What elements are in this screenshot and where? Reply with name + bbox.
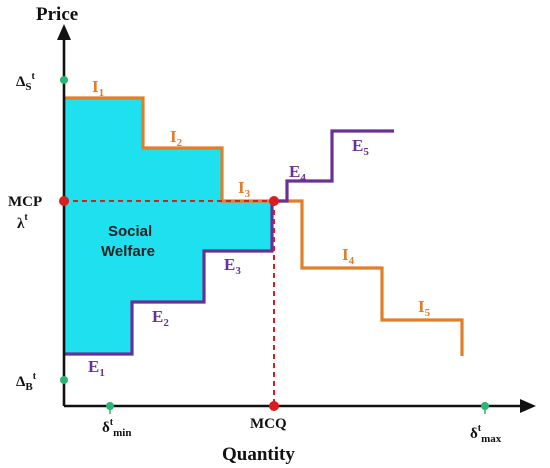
- delta-min-marker: [106, 402, 114, 410]
- bid-label-5: E5: [352, 136, 369, 158]
- y-axis-arrow: [57, 24, 71, 40]
- offer-label-2: I2: [170, 127, 183, 149]
- bid-label-4: E4: [289, 162, 306, 184]
- delta-b-marker: [60, 376, 68, 384]
- offer-curve: [64, 96, 464, 356]
- lambda-label: λt: [17, 212, 28, 232]
- mcp-label: MCP: [8, 194, 42, 210]
- mcq-label: MCQ: [250, 416, 287, 432]
- bid-label-1: E1: [88, 357, 105, 379]
- delta-b-label: ΔBt: [16, 371, 37, 393]
- offer-label-5: I5: [418, 297, 431, 319]
- mcq-point: [269, 401, 279, 411]
- delta-s-marker: [60, 76, 68, 84]
- bid-curve: [64, 129, 394, 356]
- delta-max-label: δtmax: [470, 423, 502, 445]
- delta-max-marker: [481, 402, 489, 410]
- social-welfare-label-line1: Social: [108, 223, 152, 240]
- offer-label-1: I1: [92, 77, 104, 99]
- delta-min-label: δtmin: [102, 417, 131, 439]
- bid-label-2: E2: [152, 307, 169, 329]
- bid-label-3: E3: [224, 255, 241, 277]
- offer-label-4: I4: [342, 245, 355, 267]
- social-welfare-region: [63, 97, 273, 355]
- x-axis-title: Quantity: [222, 444, 295, 465]
- mcp-point: [59, 196, 69, 206]
- x-axis-arrow: [520, 399, 536, 413]
- y-axis-title: Price: [36, 4, 78, 25]
- clearing-point: [269, 196, 279, 206]
- social-welfare-label-line2: Welfare: [101, 243, 155, 260]
- delta-s-label: ΔSt: [16, 71, 36, 93]
- offer-label-3: I3: [238, 178, 251, 200]
